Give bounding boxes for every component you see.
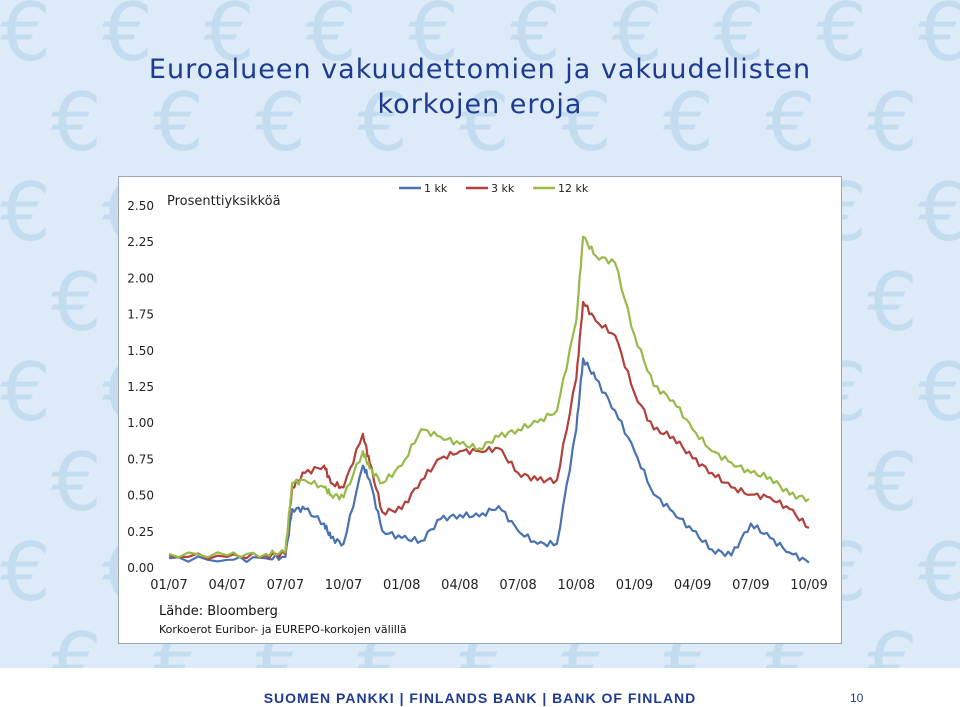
chart-panel: 0.00 0.25 0.50 0.75 1.00 1.25 1.50 1.75 2.00 2.25… (118, 176, 842, 644)
y-tick-label: 0.50 (127, 489, 154, 503)
slide-title: Euroalueen vakuudettomien ja vakuudellis… (0, 52, 960, 122)
euro-symbol-icon: € (918, 166, 960, 259)
euro-symbol-icon: € (714, 0, 765, 79)
euro-symbol-icon: € (357, 76, 408, 169)
source-note: Korkoerot Euribor- ja EUREPO-korkojen vä… (159, 623, 407, 636)
euro-symbol-icon: € (408, 0, 459, 79)
series-line-1-kk (168, 357, 810, 564)
x-tick-label: 04/08 (441, 578, 478, 593)
euro-symbol-icon: € (561, 76, 612, 169)
x-tick-label: 10/08 (558, 578, 595, 593)
euro-symbol-icon: € (867, 256, 918, 349)
source-label: Lähde: Bloomberg (159, 604, 278, 619)
euro-symbol-icon: € (51, 436, 102, 529)
euro-symbol-icon: € (867, 76, 918, 169)
euro-symbol-icon: € (510, 0, 561, 79)
x-tick-label: 04/09 (674, 578, 711, 593)
legend-label: 1 kk (424, 182, 448, 195)
y-axis-label: Prosenttiyksikköä (167, 194, 281, 209)
x-tick-label: 01/08 (383, 578, 420, 593)
y-tick-label: 1.75 (127, 308, 154, 322)
euro-symbol-icon: € (255, 76, 306, 169)
euro-symbol-icon: € (816, 0, 867, 79)
euro-symbol-icon: € (867, 436, 918, 529)
x-tick-label: 04/07 (208, 578, 245, 593)
euro-symbol-icon: € (51, 256, 102, 349)
y-tick-label: 0.25 (127, 525, 154, 539)
slide-title-line2: korkojen eroja (377, 89, 583, 120)
y-tick-label: 1.00 (127, 416, 154, 430)
y-tick-label: 0.00 (127, 561, 154, 575)
x-tick-label: 07/08 (499, 578, 536, 593)
x-tick-label: 10/09 (790, 578, 827, 593)
euro-symbol-icon: € (0, 346, 51, 439)
y-tick-label: 1.50 (127, 344, 154, 358)
euro-symbol-icon: € (153, 76, 204, 169)
series-line-3-kk (168, 300, 810, 561)
y-tick-label: 2.25 (127, 235, 154, 249)
euro-symbol-icon: € (306, 0, 357, 79)
y-tick-label: 2.00 (127, 271, 154, 285)
x-tick-label: 01/07 (150, 578, 187, 593)
x-tick-label: 07/09 (732, 578, 769, 593)
euro-symbol-icon: € (102, 0, 153, 79)
legend-label: 12 kk (558, 182, 589, 195)
euro-symbol-icon: € (459, 76, 510, 169)
x-tick-label: 07/07 (267, 578, 304, 593)
euro-symbol-icon: € (867, 616, 918, 668)
euro-symbol-icon: € (51, 616, 102, 668)
y-tick-label: 0.75 (127, 452, 154, 466)
page-number: 10 (850, 691, 864, 705)
y-tick-label: 2.50 (127, 199, 154, 213)
footer: SUOMEN PANKKI | FINLANDS BANK | BANK OF … (0, 668, 960, 707)
euro-symbol-icon: € (0, 526, 51, 619)
euro-symbol-icon: € (0, 166, 51, 259)
x-tick-label: 01/09 (616, 578, 653, 593)
euro-symbol-icon: € (51, 76, 102, 169)
legend-label: 3 kk (491, 182, 515, 195)
euro-symbol-icon: € (663, 76, 714, 169)
euro-symbol-icon: € (0, 0, 51, 79)
euro-symbol-icon: € (204, 0, 255, 79)
bank-name: SUOMEN PANKKI | FINLANDS BANK | BANK OF … (263, 690, 697, 706)
slide-title-line1: Euroalueen vakuudettomien ja vakuudellis… (148, 54, 812, 85)
x-tick-label: 10/07 (325, 578, 362, 593)
euro-symbol-icon: € (918, 0, 960, 79)
euro-symbol-icon: € (612, 0, 663, 79)
euro-symbol-icon: € (918, 346, 960, 439)
euro-symbol-icon: € (765, 76, 816, 169)
series-line-12-kk (168, 235, 810, 559)
euro-symbol-icon: € (918, 526, 960, 619)
y-tick-label: 1.25 (127, 380, 154, 394)
line-chart: 0.00 0.25 0.50 0.75 1.00 1.25 1.50 1.75 2.00 2.25… (127, 182, 827, 593)
